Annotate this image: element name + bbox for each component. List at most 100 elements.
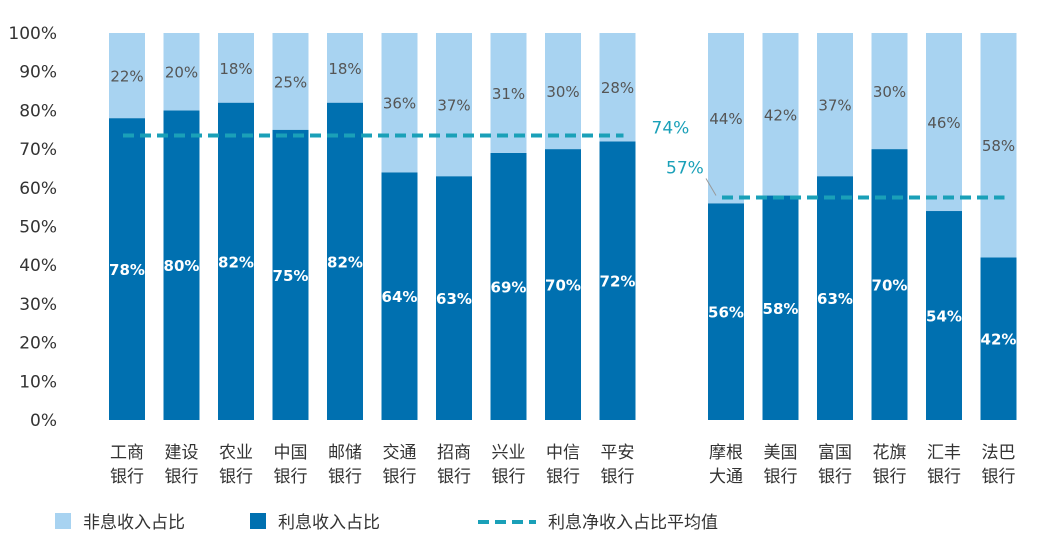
bar-segment-interest — [980, 257, 1017, 420]
bar-segment-noninterest — [490, 33, 527, 153]
data-label-noninterest: 30% — [873, 83, 906, 101]
y-tick-label: 70% — [19, 140, 57, 160]
bar-segment-noninterest — [708, 33, 744, 204]
x-category-label: 法巴银行 — [982, 443, 1016, 487]
bar-segment-interest — [436, 176, 472, 420]
x-category-label: 招商银行 — [437, 443, 471, 487]
bar-segment-interest — [871, 149, 908, 420]
x-category-label: 邮储银行 — [328, 443, 362, 487]
bar-segment-interest — [381, 172, 418, 420]
data-label-interest: 75% — [273, 267, 309, 285]
bar-segment-interest — [218, 102, 254, 420]
bar-segment-noninterest — [272, 33, 309, 130]
legend-label: 非息收入占比 — [83, 513, 185, 533]
data-label-interest: 58% — [763, 300, 799, 318]
y-tick-label: 20% — [19, 334, 57, 354]
y-tick-label: 30% — [19, 295, 57, 315]
legend-swatch — [55, 513, 71, 529]
y-tick-label: 60% — [19, 179, 57, 199]
data-label-interest: 80% — [164, 257, 200, 275]
y-tick-label: 100% — [8, 24, 57, 44]
data-label-noninterest: 30% — [546, 83, 579, 101]
y-axis: 0% 10% 20% 30% 40% 50% 60% 70% 80% 90% 100% — [8, 24, 57, 431]
data-label-noninterest: 37% — [437, 97, 470, 115]
data-label-noninterest: 28% — [601, 79, 634, 97]
bar-segment-interest — [817, 176, 853, 420]
x-category-label: 中国银行 — [274, 443, 308, 487]
x-category-label: 农业银行 — [219, 443, 253, 487]
bar-labels-layer: 78% 22% 80% 20% 82% 18% 75% 25% 82% 18% 64% 36% 63% 3… — [109, 60, 1016, 349]
data-label-noninterest: 20% — [165, 64, 198, 82]
data-label-noninterest: 44% — [709, 110, 742, 128]
y-tick-label: 40% — [19, 256, 57, 276]
bar-segment-interest — [163, 110, 200, 421]
bar-segment-interest — [327, 102, 363, 420]
bar-segment-noninterest — [871, 33, 908, 150]
bar-segment-interest — [926, 211, 962, 420]
data-label-interest: 69% — [491, 278, 527, 296]
data-label-noninterest: 18% — [219, 60, 252, 78]
data-label-noninterest: 25% — [274, 73, 307, 91]
legend-swatch — [250, 513, 266, 529]
data-label-interest: 42% — [981, 331, 1017, 349]
y-tick-label: 90% — [19, 63, 57, 83]
data-label-noninterest: 31% — [492, 85, 525, 103]
bar-segment-interest — [599, 141, 636, 421]
y-tick-label: 0% — [30, 411, 57, 431]
data-label-interest: 70% — [872, 277, 908, 295]
reference-lines-layer: 74% 57% — [123, 119, 1005, 200]
x-category-label: 兴业银行 — [492, 443, 526, 487]
x-category-label: 富国银行 — [818, 443, 852, 487]
legend-label: 利息净收入占比平均值 — [548, 513, 718, 533]
bar-segment-interest — [272, 129, 309, 420]
data-label-noninterest: 36% — [383, 95, 416, 113]
bar-segment-interest — [762, 195, 799, 420]
x-category-label: 平安银行 — [601, 443, 635, 487]
bar-segment-noninterest — [436, 33, 472, 177]
y-tick-label: 50% — [19, 218, 57, 238]
data-label-noninterest: 46% — [927, 114, 960, 132]
bar-segment-noninterest — [545, 33, 581, 150]
bar-segment-interest — [545, 149, 581, 420]
data-label-interest: 63% — [436, 290, 472, 308]
bar-segment-interest — [708, 203, 744, 420]
data-label-noninterest: 22% — [110, 68, 143, 86]
data-label-noninterest: 37% — [818, 97, 851, 115]
average-reference-label: 74% — [652, 119, 690, 139]
data-label-interest: 63% — [817, 290, 853, 308]
x-category-label: 建设银行 — [165, 443, 199, 487]
x-category-label: 摩根大通 — [709, 443, 743, 487]
y-tick-label: 10% — [19, 372, 57, 392]
bar-segment-noninterest — [218, 33, 254, 103]
x-category-label: 美国银行 — [764, 443, 798, 487]
bar-segment-noninterest — [163, 33, 200, 111]
data-label-interest: 82% — [327, 253, 363, 271]
bar-segment-noninterest — [762, 33, 799, 196]
average-reference-label: 57% — [666, 158, 704, 178]
data-label-interest: 64% — [382, 288, 418, 306]
reference-label-leader — [705, 178, 717, 196]
bar-segment-noninterest — [980, 33, 1017, 258]
data-label-interest: 72% — [600, 273, 636, 291]
x-axis: 工商银行建设银行农业银行中国银行邮储银行交通银行招商银行兴业银行中信银行平安银行… — [110, 443, 1016, 487]
x-category-label: 中信银行 — [546, 443, 580, 487]
data-label-interest: 56% — [708, 304, 744, 322]
x-category-label: 交通银行 — [383, 443, 417, 487]
bar-segment-interest — [109, 118, 145, 420]
bar-segment-noninterest — [599, 33, 636, 142]
bars-layer — [109, 33, 1017, 421]
x-category-label: 花旗银行 — [873, 443, 907, 487]
data-label-interest: 70% — [545, 277, 581, 295]
data-label-interest: 54% — [926, 308, 962, 326]
data-label-noninterest: 58% — [982, 137, 1015, 155]
data-label-noninterest: 18% — [328, 60, 361, 78]
y-tick-label: 80% — [19, 101, 57, 121]
bar-segment-noninterest — [817, 33, 853, 177]
bar-segment-noninterest — [327, 33, 363, 103]
bar-segment-noninterest — [381, 33, 418, 173]
x-category-label: 汇丰银行 — [927, 443, 961, 487]
x-category-label: 工商银行 — [110, 443, 144, 487]
bar-segment-interest — [490, 152, 527, 420]
data-label-interest: 78% — [109, 261, 145, 279]
